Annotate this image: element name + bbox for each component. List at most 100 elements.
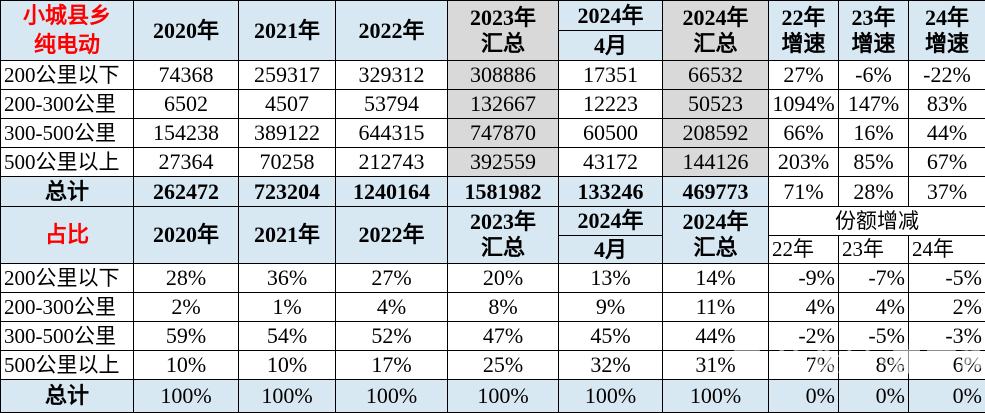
cell: 1581982: [448, 177, 559, 207]
cell: 10%: [239, 351, 336, 380]
cell: 37%: [909, 177, 985, 207]
cell: 25%: [448, 351, 559, 380]
cell: 2%: [909, 293, 985, 322]
row-label: 200-300公里: [1, 293, 134, 322]
cell: 44%: [909, 119, 985, 148]
cell: 52%: [336, 322, 448, 351]
cell: 27%: [336, 264, 448, 293]
cell: 4%: [336, 293, 448, 322]
section1-title-line1: 小城县乡: [23, 3, 111, 28]
cell: 100%: [336, 380, 448, 413]
cell: 60500: [559, 119, 663, 148]
section2-title: 占比: [1, 207, 134, 264]
table-row-300-500km-share: 300-500公里 59% 54% 52% 47% 45% 44% -2% -5…: [1, 322, 985, 351]
cell: 71%: [769, 177, 839, 207]
row-label: 300-500公里: [1, 119, 134, 148]
section1-total-row: 总计 262472 723204 1240164 1581982 133246 …: [1, 177, 985, 207]
col-header-april: 4月: [559, 31, 663, 61]
cell: 83%: [909, 90, 985, 119]
cell: 28%: [839, 177, 909, 207]
cell: 50523: [663, 90, 769, 119]
cell: -6%: [839, 61, 909, 90]
cell: 4507: [239, 90, 336, 119]
cell: 11%: [663, 293, 769, 322]
cell: 100%: [134, 380, 239, 413]
cell: 67%: [909, 148, 985, 177]
section2-total-row: 总计 100% 100% 100% 100% 100% 100% 0% 0% 0…: [1, 380, 985, 413]
cell: -9%: [769, 264, 839, 293]
cell: 44%: [663, 322, 769, 351]
cell: 70258: [239, 148, 336, 177]
cell: 66%: [769, 119, 839, 148]
cell: 85%: [839, 148, 909, 177]
cell: 59%: [134, 322, 239, 351]
cell: 10%: [134, 351, 239, 380]
section1-title: 小城县乡纯电动: [1, 1, 134, 61]
cell: -3%: [909, 322, 985, 351]
col-header-2020: 2020年: [134, 1, 239, 61]
cell: 74368: [134, 61, 239, 90]
cell: 2%: [134, 293, 239, 322]
cell: 20%: [448, 264, 559, 293]
cell: 0%: [769, 380, 839, 413]
table-row-under-200km: 200公里以下 74368 259317 329312 308886 17351…: [1, 61, 985, 90]
section2-header-row-1: 占比 2020年 2021年 2022年 2023年汇总 2024年 2024年…: [1, 207, 985, 236]
cell: 4%: [769, 293, 839, 322]
row-label: 200-300公里: [1, 90, 134, 119]
cell: 262472: [134, 177, 239, 207]
cell: 100%: [663, 380, 769, 413]
table-row-under-200km-share: 200公里以下 28% 36% 27% 20% 13% 14% -9% -7% …: [1, 264, 985, 293]
cell: 100%: [448, 380, 559, 413]
cell: 144126: [663, 148, 769, 177]
cell: 0%: [839, 380, 909, 413]
cell: 9%: [559, 293, 663, 322]
table-row-over-500km: 500公里以上 27364 70258 212743 392559 43172 …: [1, 148, 985, 177]
cell: 13%: [559, 264, 663, 293]
cell: 8%: [448, 293, 559, 322]
row-label: 500公里以上: [1, 351, 134, 380]
cell: 17%: [336, 351, 448, 380]
cell: -2%: [769, 322, 839, 351]
cell: 329312: [336, 61, 448, 90]
cell: 1%: [239, 293, 336, 322]
col-header-2022: 2022年: [336, 1, 448, 61]
total-label: 总计: [1, 177, 134, 207]
cell: 389122: [239, 119, 336, 148]
total-label: 总计: [1, 380, 134, 413]
cell: 66532: [663, 61, 769, 90]
cell: 0%: [909, 380, 985, 413]
table-row-300-500km: 300-500公里 154238 389122 644315 747870 60…: [1, 119, 985, 148]
cell: 36%: [239, 264, 336, 293]
row-label: 200公里以下: [1, 61, 134, 90]
cell: 723204: [239, 177, 336, 207]
col-header-share-22: 22年: [769, 236, 839, 264]
col-header-growth-22: 22年增速: [769, 1, 839, 61]
cell: 469773: [663, 177, 769, 207]
cell: 747870: [448, 119, 559, 148]
col-header-growth-24: 24年增速: [909, 1, 985, 61]
cell: 27364: [134, 148, 239, 177]
cell: 133246: [559, 177, 663, 207]
cell: 14%: [663, 264, 769, 293]
col-header-2023-total: 2023年汇总: [448, 207, 559, 264]
cell: 1094%: [769, 90, 839, 119]
cell: -22%: [909, 61, 985, 90]
cell: 32%: [559, 351, 663, 380]
cell: 27%: [769, 61, 839, 90]
table-row-200-300km: 200-300公里 6502 4507 53794 132667 12223 5…: [1, 90, 985, 119]
col-header-growth-23: 23年增速: [839, 1, 909, 61]
cell: 203%: [769, 148, 839, 177]
cell: 6%: [909, 351, 985, 380]
cell: 147%: [839, 90, 909, 119]
cell: 43172: [559, 148, 663, 177]
cell: 308886: [448, 61, 559, 90]
cell: 47%: [448, 322, 559, 351]
section1-title-line2: 纯电动: [34, 32, 100, 57]
col-header-share-change: 份额增减: [769, 207, 985, 236]
section1-header-row-1: 小城县乡纯电动 2020年 2021年 2022年 2023年汇总 2024年 …: [1, 1, 985, 31]
cell: 7%: [769, 351, 839, 380]
col-header-2024: 2024年: [559, 1, 663, 31]
cell: 4%: [839, 293, 909, 322]
table-row-200-300km-share: 200-300公里 2% 1% 4% 8% 9% 11% 4% 4% 2%: [1, 293, 985, 322]
